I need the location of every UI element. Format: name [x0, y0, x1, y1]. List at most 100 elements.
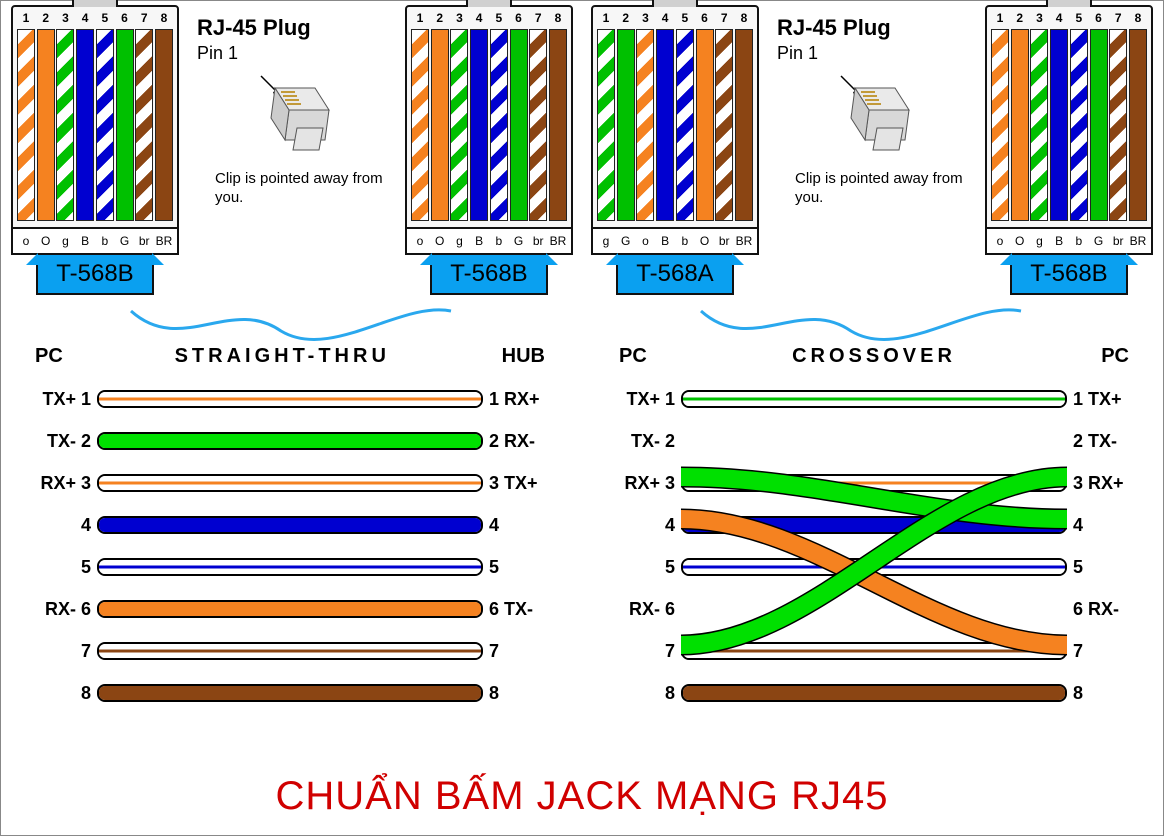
color-code: o: [17, 234, 35, 248]
color-code: b: [490, 234, 508, 248]
wire-label-right: 7: [1067, 641, 1129, 662]
rj45-callout-right: RJ-45 Plug Pin 1 Clip is pointed away fr…: [777, 5, 967, 208]
wire-label-left: 5: [35, 557, 97, 578]
pin-number: 3: [450, 11, 468, 29]
color-code: br: [135, 234, 153, 248]
pin-number: 4: [470, 11, 488, 29]
wire-bar: [97, 432, 483, 450]
top-plug-row: 12345678 oOgBbGbrBR T-568B RJ-45 Plug Pi…: [5, 5, 1159, 325]
panel-left-head: PC: [619, 345, 647, 368]
wire-label-right: 8: [483, 683, 545, 704]
color-code: B: [656, 234, 674, 248]
pin-number: 1: [597, 11, 615, 29]
panel-mid-head: CROSSOVER: [792, 345, 956, 368]
color-code: O: [37, 234, 55, 248]
plug-wire: [135, 29, 153, 221]
pin-number: 2: [1011, 11, 1029, 29]
pin-number: 8: [1129, 11, 1147, 29]
wire-label-right: 1 TX+: [1067, 389, 1129, 410]
pin-number: 6: [1090, 11, 1108, 29]
wire-label-right: 4: [483, 515, 545, 536]
panel-left-head: PC: [35, 345, 63, 368]
pin-number: 3: [636, 11, 654, 29]
color-code: br: [1109, 234, 1127, 248]
wire-row: 88: [35, 672, 545, 714]
callout-note: Clip is pointed away from you.: [777, 170, 967, 208]
standard-tag: T-568B: [430, 255, 548, 295]
callout-title: RJ-45 Plug: [197, 15, 387, 41]
wire-label-left: 7: [35, 641, 97, 662]
wire-bar: [97, 516, 483, 534]
plug-wire: [636, 29, 654, 221]
rj45-callout-left: RJ-45 Plug Pin 1 Clip is pointed away fr…: [197, 5, 387, 208]
pin-numbers: 12345678: [593, 7, 757, 29]
pin-number: 1: [991, 11, 1009, 29]
pin-number: 5: [96, 11, 114, 29]
plug-wire: [411, 29, 429, 221]
plug-wire: [676, 29, 694, 221]
wire-label-left: 5: [619, 557, 681, 578]
wire-label-right: 2 TX-: [1067, 431, 1129, 452]
plug-wire: [1011, 29, 1029, 221]
panel-crossover: PC CROSSOVER PC TX+ 11 TX+TX- 22 TX-RX+ …: [619, 345, 1129, 714]
pin-number: 7: [715, 11, 733, 29]
pin-number: 1: [17, 11, 35, 29]
plug-wire: [617, 29, 635, 221]
plug-wire: [450, 29, 468, 221]
wire-row: TX+ 11 RX+: [35, 378, 545, 420]
wire-bar: [681, 684, 1067, 702]
plug-2: 12345678 oOgBbGbrBR T-568B: [405, 5, 573, 295]
pin-numbers: 12345678: [987, 7, 1151, 29]
wire-row: RX- 66 TX-: [35, 588, 545, 630]
wire-row: 55: [35, 546, 545, 588]
color-code: b: [1070, 234, 1088, 248]
plug-wire: [1050, 29, 1068, 221]
wire-label-right: 5: [483, 557, 545, 578]
plug-wire: [510, 29, 528, 221]
color-code: br: [529, 234, 547, 248]
standard-tag: T-568A: [616, 255, 734, 295]
wire-row: 44: [35, 504, 545, 546]
wire-label-left: 4: [619, 515, 681, 536]
pin-number: 6: [696, 11, 714, 29]
panel-right-head: PC: [1101, 345, 1129, 368]
wire-row: TX- 2 2 TX-: [619, 420, 1129, 462]
standard-tag: T-568B: [36, 255, 154, 295]
pin-number: 3: [1030, 11, 1048, 29]
plug-wires: [407, 29, 571, 227]
wiring-panels: PC STRAIGHT-THRU HUB TX+ 11 RX+TX- 22 RX…: [5, 325, 1159, 714]
wire-label-right: 5: [1067, 557, 1129, 578]
color-code: b: [676, 234, 694, 248]
color-code: B: [76, 234, 94, 248]
pin-number: 3: [56, 11, 74, 29]
color-code: O: [431, 234, 449, 248]
pin-number: 2: [37, 11, 55, 29]
color-code: o: [991, 234, 1009, 248]
plug-1: 12345678 oOgBbGbrBR T-568B: [11, 5, 179, 295]
plug-codes: oOgBbGbrBR: [405, 229, 573, 255]
wire-bar: [681, 474, 1067, 492]
color-code: O: [696, 234, 714, 248]
wire-label-left: RX- 6: [35, 599, 97, 620]
wire-label-left: 7: [619, 641, 681, 662]
pin-number: 2: [431, 11, 449, 29]
plug-wire: [1030, 29, 1048, 221]
pin-number: 7: [135, 11, 153, 29]
wire-bar: [681, 516, 1067, 534]
rj45-plug-icon: [237, 70, 347, 160]
color-code: b: [96, 234, 114, 248]
wire-label-left: TX- 2: [619, 431, 681, 452]
wire-bar: [97, 600, 483, 618]
pin-number: 6: [116, 11, 134, 29]
plug-wire: [431, 29, 449, 221]
pin-number: 7: [1109, 11, 1127, 29]
wire-label-right: 8: [1067, 683, 1129, 704]
plug-wire: [116, 29, 134, 221]
pin-number: 4: [1050, 11, 1068, 29]
plug-wire: [715, 29, 733, 221]
plug-wire: [17, 29, 35, 221]
pin-number: 7: [529, 11, 547, 29]
wire-label-right: 1 RX+: [483, 389, 545, 410]
wire-label-right: 3 RX+: [1067, 473, 1129, 494]
footer-title: CHUẨN BẤM JACK MẠNG RJ45: [1, 774, 1163, 819]
